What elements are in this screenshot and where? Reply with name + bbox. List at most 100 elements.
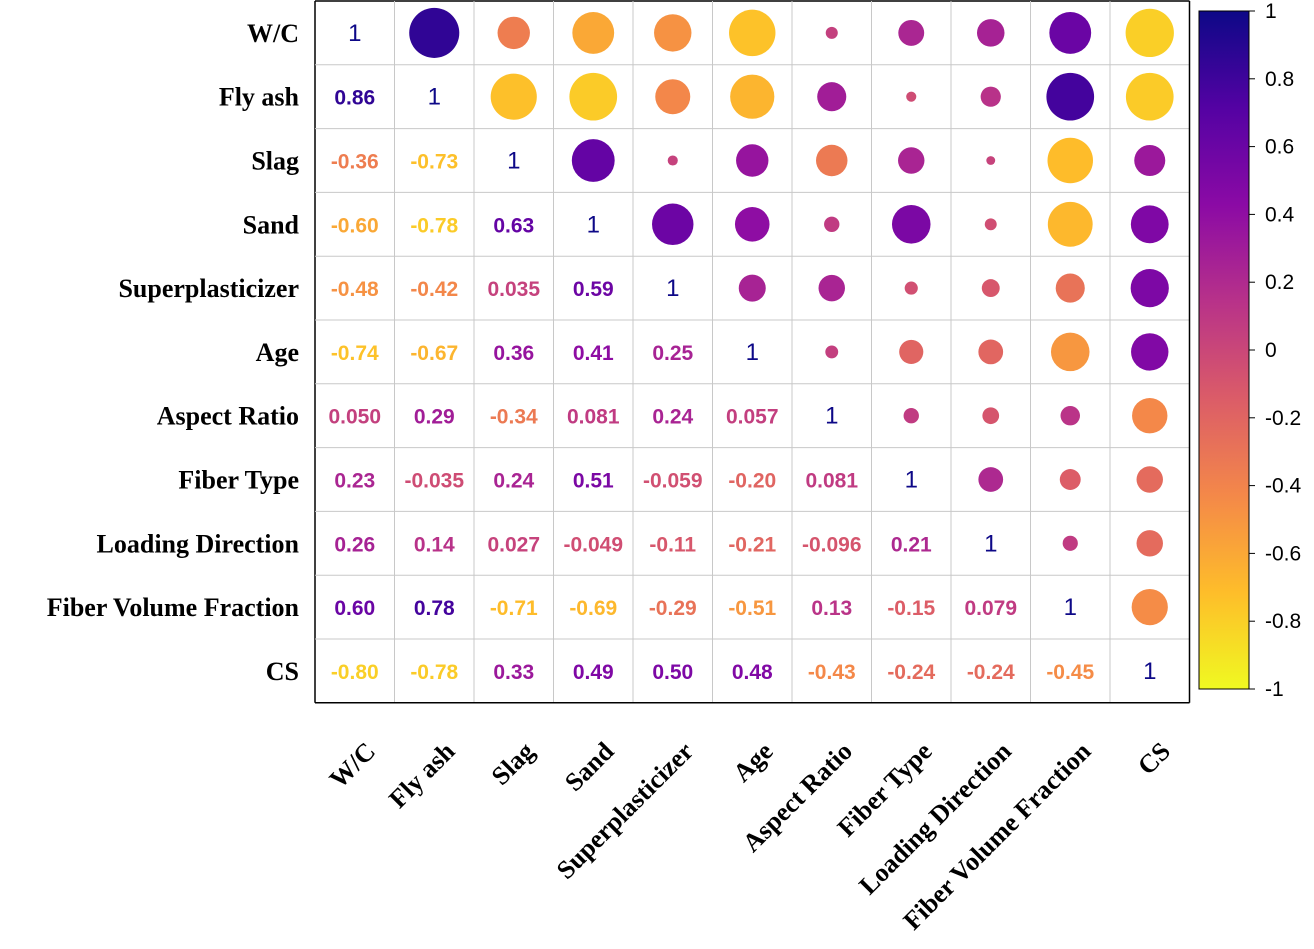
correlation-label: 0.14 bbox=[414, 533, 455, 556]
column-label-sand: Sand bbox=[559, 736, 620, 797]
column-label-cs: CS bbox=[1132, 737, 1176, 781]
correlation-label: 0.035 bbox=[487, 278, 540, 301]
row-label-aspect-ratio: Aspect Ratio bbox=[157, 402, 299, 431]
diagonal-label: 1 bbox=[1064, 594, 1077, 621]
correlation-label: 0.24 bbox=[493, 470, 534, 493]
correlation-circle bbox=[906, 91, 917, 102]
correlation-circle bbox=[1047, 137, 1094, 184]
correlation-circle bbox=[1062, 535, 1078, 551]
correlation-circle bbox=[825, 26, 838, 39]
correlation-label: -0.74 bbox=[331, 342, 379, 365]
correlation-label: 0.63 bbox=[493, 214, 534, 237]
correlation-label: 0.057 bbox=[726, 406, 779, 429]
correlation-circle bbox=[1055, 273, 1085, 303]
column-label-superplasticizer: Superplasticizer bbox=[551, 737, 699, 885]
correlation-circle bbox=[1125, 8, 1174, 58]
correlation-circle bbox=[891, 205, 931, 244]
correlation-circle bbox=[729, 9, 776, 57]
correlation-label: 0.33 bbox=[493, 661, 534, 684]
correlation-circle bbox=[1131, 588, 1168, 626]
correlation-circle bbox=[818, 274, 845, 302]
correlation-circle bbox=[904, 281, 918, 295]
correlation-label: -0.049 bbox=[563, 533, 623, 556]
column-label-age: Age bbox=[727, 737, 778, 788]
correlation-label: 0.26 bbox=[334, 533, 375, 556]
colorbar-tick-label: -1 bbox=[1265, 678, 1284, 701]
correlation-label: -0.69 bbox=[569, 597, 617, 620]
matrix-grid bbox=[314, 0, 1191, 704]
correlation-label: 0.050 bbox=[328, 406, 381, 429]
correlation-circle bbox=[816, 144, 848, 177]
correlation-label: -0.20 bbox=[728, 470, 776, 493]
correlation-label: -0.24 bbox=[887, 661, 935, 684]
diagonal-label: 1 bbox=[746, 339, 759, 366]
row-label-loading-direction: Loading Direction bbox=[97, 529, 300, 558]
correlation-circle bbox=[982, 407, 1000, 425]
column-label-w-c: W/C bbox=[324, 737, 381, 794]
diagonal-label: 1 bbox=[587, 211, 600, 238]
correlation-label: 0.50 bbox=[652, 661, 693, 684]
correlation-label: 0.59 bbox=[573, 278, 614, 301]
correlation-label: -0.11 bbox=[649, 533, 696, 556]
diagonal-label: 1 bbox=[666, 275, 679, 302]
diagonal-label: 1 bbox=[984, 530, 997, 557]
row-label-slag: Slag bbox=[251, 147, 299, 176]
correlation-circle bbox=[981, 279, 1000, 298]
matrix-cells: 1 0.86 1 -0.36 -0.73 1 -0.60 -0.78 0.63 1 -0.48 -0.… bbox=[328, 7, 1174, 685]
correlation-label: -0.29 bbox=[649, 597, 697, 620]
correlation-label: 0.081 bbox=[805, 470, 858, 493]
correlation-circle bbox=[976, 19, 1005, 47]
correlation-label: -0.67 bbox=[410, 342, 458, 365]
correlation-label: 0.081 bbox=[567, 406, 620, 429]
correlation-circle bbox=[825, 345, 839, 359]
correlation-label: 0.78 bbox=[414, 597, 455, 620]
correlation-circle bbox=[978, 339, 1004, 365]
correlation-circle bbox=[1050, 332, 1090, 372]
colorbar-tick-label: 0.4 bbox=[1265, 203, 1295, 226]
correlation-circle bbox=[898, 147, 925, 174]
correlation-label: -0.15 bbox=[887, 597, 935, 620]
correlation-circle bbox=[569, 72, 618, 121]
correlation-circle bbox=[572, 11, 615, 54]
correlation-label: -0.035 bbox=[404, 470, 464, 493]
correlation-circle bbox=[1132, 397, 1168, 434]
correlation-circle bbox=[824, 216, 840, 232]
correlation-circle bbox=[652, 203, 694, 246]
correlation-circle bbox=[1059, 469, 1081, 490]
correlation-circle bbox=[978, 467, 1004, 492]
colorbar-tick-label: 0 bbox=[1265, 339, 1277, 362]
correlation-circle bbox=[734, 207, 770, 242]
correlation-label: 0.25 bbox=[652, 342, 693, 365]
correlation-circle bbox=[1136, 530, 1163, 557]
row-label-fiber-volume-fraction: Fiber Volume Fraction bbox=[47, 593, 300, 622]
row-label-fly-ash: Fly ash bbox=[219, 83, 300, 112]
correlation-circle bbox=[817, 82, 847, 112]
correlation-circle bbox=[984, 218, 997, 231]
correlation-label: 0.51 bbox=[573, 470, 614, 493]
colorbar-tick-label: -0.6 bbox=[1265, 542, 1301, 565]
correlation-circle bbox=[1049, 11, 1092, 54]
correlation-circle bbox=[980, 86, 1001, 107]
diagonal-label: 1 bbox=[905, 467, 918, 494]
colorbar-tick-label: -0.2 bbox=[1265, 407, 1301, 430]
correlation-label: 0.21 bbox=[891, 533, 932, 556]
row-label-age: Age bbox=[256, 338, 299, 367]
correlation-label: 0.41 bbox=[573, 342, 614, 365]
correlation-circle bbox=[738, 274, 766, 302]
correlation-label: -0.34 bbox=[490, 406, 538, 429]
correlation-circle bbox=[1134, 144, 1166, 177]
correlation-label: 0.36 bbox=[493, 342, 534, 365]
diagonal-label: 1 bbox=[348, 20, 361, 47]
correlation-label: -0.78 bbox=[410, 214, 458, 237]
correlation-label: -0.42 bbox=[410, 278, 458, 301]
correlation-label: -0.096 bbox=[802, 533, 862, 556]
correlation-circle bbox=[1136, 466, 1163, 493]
diagonal-label: 1 bbox=[507, 148, 520, 175]
correlation-circle bbox=[1131, 333, 1169, 371]
correlation-label: -0.21 bbox=[728, 533, 776, 556]
correlation-label: -0.78 bbox=[410, 661, 458, 684]
correlation-label: 0.23 bbox=[334, 470, 375, 493]
correlation-label: 0.29 bbox=[414, 406, 455, 429]
row-label-cs: CS bbox=[266, 657, 299, 686]
